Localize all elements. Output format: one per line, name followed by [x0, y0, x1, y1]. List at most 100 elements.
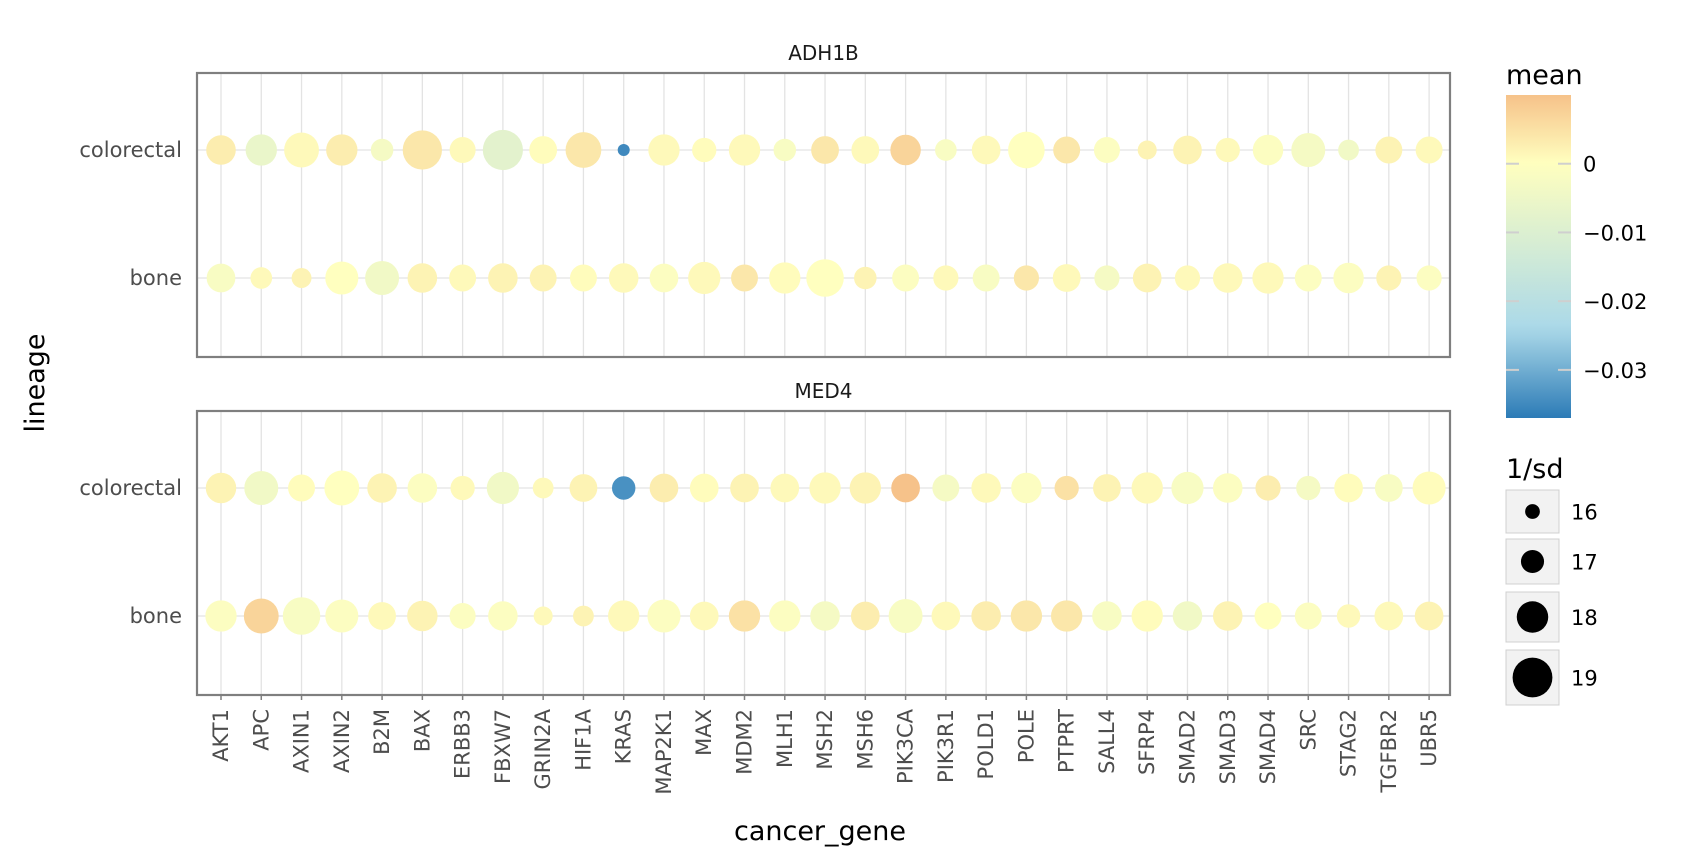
colorbar	[1506, 95, 1571, 418]
data-point	[932, 474, 960, 502]
data-point	[1374, 474, 1403, 502]
facet-panels: ADH1B colorectal bone MED4 colorectal bone	[79, 41, 1452, 697]
panel-title: ADH1B	[788, 41, 859, 65]
data-point	[368, 602, 396, 630]
data-point	[931, 601, 961, 631]
x-tick-label: APC	[249, 709, 273, 751]
x-tick-label: TGFBR2	[1377, 709, 1401, 794]
data-point	[1093, 474, 1121, 502]
data-point	[608, 600, 640, 632]
data-point	[573, 605, 594, 627]
data-point	[1215, 137, 1240, 163]
colorbar-tick-label: −0.02	[1583, 290, 1647, 314]
data-point	[1132, 263, 1162, 293]
data-point	[850, 601, 880, 631]
x-tick-label: PTPRT	[1055, 709, 1079, 773]
data-point	[291, 268, 312, 288]
data-point	[971, 601, 1001, 631]
data-point	[288, 474, 316, 502]
data-point	[689, 601, 719, 631]
size-legend-dot	[1520, 549, 1545, 574]
data-point	[206, 263, 236, 293]
data-point	[1008, 131, 1045, 169]
x-tick-label: UBR5	[1417, 709, 1441, 767]
data-point	[773, 138, 797, 162]
x-tick-label: AXIN1	[290, 709, 314, 773]
x-tick-label: KRAS	[612, 709, 636, 764]
data-point	[971, 135, 1001, 165]
data-point	[888, 599, 923, 633]
data-point	[1375, 136, 1403, 164]
size-legend-label: 18	[1571, 606, 1598, 630]
x-tick-label: GRIN2A	[531, 708, 555, 789]
data-point	[728, 600, 761, 632]
x-tick-label: SFRP4	[1135, 709, 1159, 775]
data-point	[325, 599, 359, 633]
data-point	[1252, 262, 1284, 294]
data-point	[1053, 136, 1081, 164]
x-tick-label: FBXW7	[491, 709, 515, 784]
data-point	[1171, 471, 1204, 505]
x-tick-label: MSH2	[813, 709, 837, 770]
data-point	[648, 134, 680, 166]
data-point	[892, 264, 920, 292]
data-point	[1296, 475, 1321, 501]
data-point	[1173, 135, 1202, 165]
data-point	[1050, 600, 1083, 632]
panel-med4: MED4 colorectal bone	[79, 379, 1452, 697]
data-point	[450, 475, 475, 501]
data-point	[284, 132, 319, 168]
data-point	[206, 135, 236, 165]
data-point	[1254, 602, 1282, 630]
data-point	[486, 471, 520, 505]
data-point	[407, 473, 438, 503]
data-point	[849, 472, 881, 504]
data-point	[243, 598, 279, 634]
data-point	[1291, 133, 1326, 167]
data-point	[407, 600, 438, 632]
data-point	[1011, 472, 1042, 504]
data-point	[933, 265, 959, 291]
panel-title: MED4	[794, 379, 852, 403]
data-point	[1137, 140, 1157, 160]
x-tick-label: POLD1	[974, 709, 998, 779]
data-point	[891, 473, 920, 503]
size-legend-title: 1/sd	[1506, 454, 1563, 485]
data-point	[325, 261, 359, 295]
data-point	[688, 261, 721, 295]
y-tick-label: bone	[130, 266, 182, 290]
y-tick-label: colorectal	[79, 138, 182, 162]
data-point	[250, 267, 273, 289]
data-point	[972, 264, 1000, 292]
size-legend-dot	[1525, 504, 1540, 519]
data-point	[1212, 473, 1243, 503]
y-tick-label: bone	[130, 604, 182, 628]
x-tick-label: HIF1A	[571, 708, 595, 770]
data-point	[533, 606, 553, 626]
data-point	[370, 138, 394, 162]
data-point	[529, 264, 557, 292]
data-point	[449, 136, 476, 164]
x-tick-label: MAP2K1	[652, 709, 676, 795]
x-tick-label: PIK3R1	[934, 709, 958, 783]
data-point	[890, 134, 921, 166]
data-point	[324, 470, 360, 506]
data-point	[488, 263, 518, 293]
x-tick-label: MDM2	[733, 709, 757, 775]
data-point	[935, 139, 957, 161]
data-point	[731, 264, 758, 292]
data-point	[1294, 602, 1322, 630]
data-point	[205, 600, 237, 632]
x-tick-label: ERBB3	[451, 709, 475, 779]
color-legend-title: mean	[1506, 60, 1583, 91]
data-point	[1412, 471, 1446, 505]
data-point	[1333, 262, 1364, 294]
data-point	[367, 473, 397, 503]
y-tick-label: colorectal	[79, 476, 182, 500]
data-point	[1013, 265, 1039, 291]
data-point	[1092, 601, 1122, 631]
data-point	[205, 472, 237, 504]
data-point	[1255, 475, 1281, 501]
data-point	[769, 262, 801, 294]
